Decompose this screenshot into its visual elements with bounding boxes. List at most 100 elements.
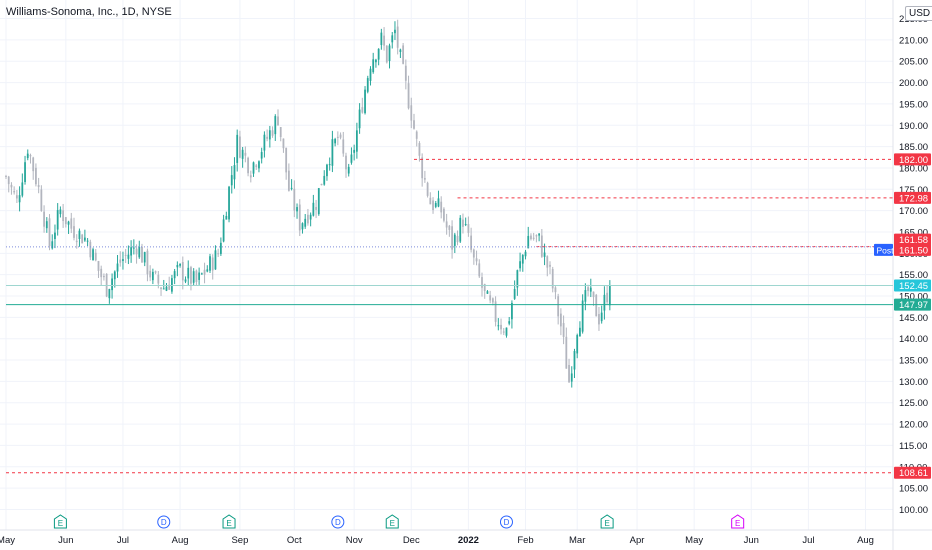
candle-body bbox=[100, 268, 103, 278]
candle-body bbox=[62, 210, 65, 221]
x-tick-label: Feb bbox=[517, 535, 533, 546]
candle-body bbox=[211, 257, 214, 271]
candle-body bbox=[587, 287, 589, 291]
x-tick-label: May bbox=[0, 535, 15, 546]
candle-body bbox=[315, 206, 317, 210]
candle-body bbox=[214, 250, 217, 270]
candle-body bbox=[32, 157, 35, 172]
candle-body bbox=[160, 287, 162, 289]
candle-body bbox=[570, 373, 573, 382]
candle-body bbox=[21, 182, 24, 196]
price-label-bg bbox=[894, 243, 931, 256]
candle-body bbox=[437, 198, 440, 207]
candle-body bbox=[48, 218, 51, 247]
post-tag-bg bbox=[874, 243, 893, 256]
candle-body bbox=[296, 207, 298, 212]
candle-body bbox=[516, 270, 519, 288]
candle-body bbox=[51, 241, 54, 249]
candle-body bbox=[143, 252, 146, 263]
candle-body bbox=[75, 240, 78, 243]
candle-body bbox=[119, 259, 122, 263]
price-label: 182.00 bbox=[899, 155, 928, 166]
candle-body bbox=[277, 116, 279, 126]
price-label: 161.58 bbox=[899, 235, 928, 246]
y-tick-label: 115.00 bbox=[899, 441, 927, 452]
candle-body bbox=[298, 204, 301, 231]
candle-body bbox=[157, 274, 160, 284]
candle-body bbox=[595, 294, 598, 317]
candle-body bbox=[478, 263, 481, 277]
candle-body bbox=[111, 278, 113, 291]
candle-body bbox=[426, 182, 429, 196]
candle-body bbox=[113, 271, 116, 280]
candle-body bbox=[73, 226, 75, 238]
candle-body bbox=[413, 120, 415, 129]
candle-body bbox=[255, 165, 258, 167]
currency-button[interactable]: USD bbox=[905, 6, 932, 21]
earnings-icon: E bbox=[226, 519, 231, 528]
candle-body bbox=[483, 284, 486, 292]
candle-body bbox=[608, 285, 611, 306]
price-label-bg bbox=[894, 466, 931, 479]
price-label-bg bbox=[894, 153, 931, 166]
price-label-bg bbox=[894, 279, 931, 292]
y-tick-label: 130.00 bbox=[899, 377, 928, 388]
price-label: 152.45 bbox=[899, 281, 928, 292]
candle-body bbox=[184, 279, 187, 282]
candle-body bbox=[78, 230, 81, 239]
candle-body bbox=[241, 149, 244, 159]
candle-body bbox=[236, 134, 239, 163]
candle-body bbox=[459, 217, 462, 242]
candle-body bbox=[366, 78, 369, 92]
candle-body bbox=[562, 323, 565, 337]
x-tick-label: Nov bbox=[346, 535, 363, 546]
candle-body bbox=[258, 161, 260, 169]
candle-body bbox=[502, 331, 505, 333]
candle-body bbox=[54, 232, 56, 240]
candle-body bbox=[581, 300, 584, 332]
price-label-bg bbox=[894, 298, 931, 311]
price-label: 108.61 bbox=[899, 468, 928, 479]
candle-body bbox=[584, 290, 587, 302]
candle-body bbox=[15, 195, 18, 199]
candle-body bbox=[606, 292, 609, 303]
candle-body bbox=[396, 26, 399, 48]
candle-body bbox=[244, 152, 247, 156]
candle-body bbox=[168, 284, 171, 290]
candle-body bbox=[402, 45, 405, 64]
chart-title: Williams-Sonoma, Inc., 1D, NYSE bbox=[6, 6, 172, 18]
x-tick-label: Sep bbox=[231, 535, 248, 546]
candle-body bbox=[519, 261, 521, 269]
candle-body bbox=[565, 336, 568, 369]
candle-body bbox=[307, 214, 309, 224]
candle-body bbox=[317, 188, 320, 215]
candle-body bbox=[132, 247, 135, 249]
x-tick-label: Jun bbox=[744, 535, 759, 546]
candle-body bbox=[209, 256, 211, 271]
candle-body bbox=[481, 277, 483, 288]
x-tick-label: Apr bbox=[630, 535, 645, 546]
candle-body bbox=[511, 302, 513, 320]
candle-body bbox=[70, 218, 73, 229]
x-tick-label: Jul bbox=[117, 535, 129, 546]
candle-body bbox=[486, 291, 489, 294]
dividend-icon: D bbox=[161, 518, 167, 527]
earnings-icon bbox=[600, 514, 614, 529]
x-tick-label: Jul bbox=[802, 535, 814, 546]
candle-body bbox=[375, 59, 377, 63]
candle-body bbox=[219, 242, 222, 254]
candle-body bbox=[342, 139, 345, 154]
candle-body bbox=[320, 183, 323, 186]
candle-body bbox=[149, 270, 152, 278]
x-tick-label: Jun bbox=[58, 535, 73, 546]
candle-body bbox=[122, 259, 124, 262]
candle-body bbox=[568, 364, 570, 383]
candle-body bbox=[312, 202, 315, 216]
candle-body bbox=[29, 155, 32, 157]
candle-body bbox=[130, 247, 133, 256]
candle-body bbox=[35, 167, 37, 185]
candle-body bbox=[554, 287, 557, 293]
earnings-icon: E bbox=[735, 519, 740, 528]
earnings-icon: E bbox=[390, 519, 395, 528]
